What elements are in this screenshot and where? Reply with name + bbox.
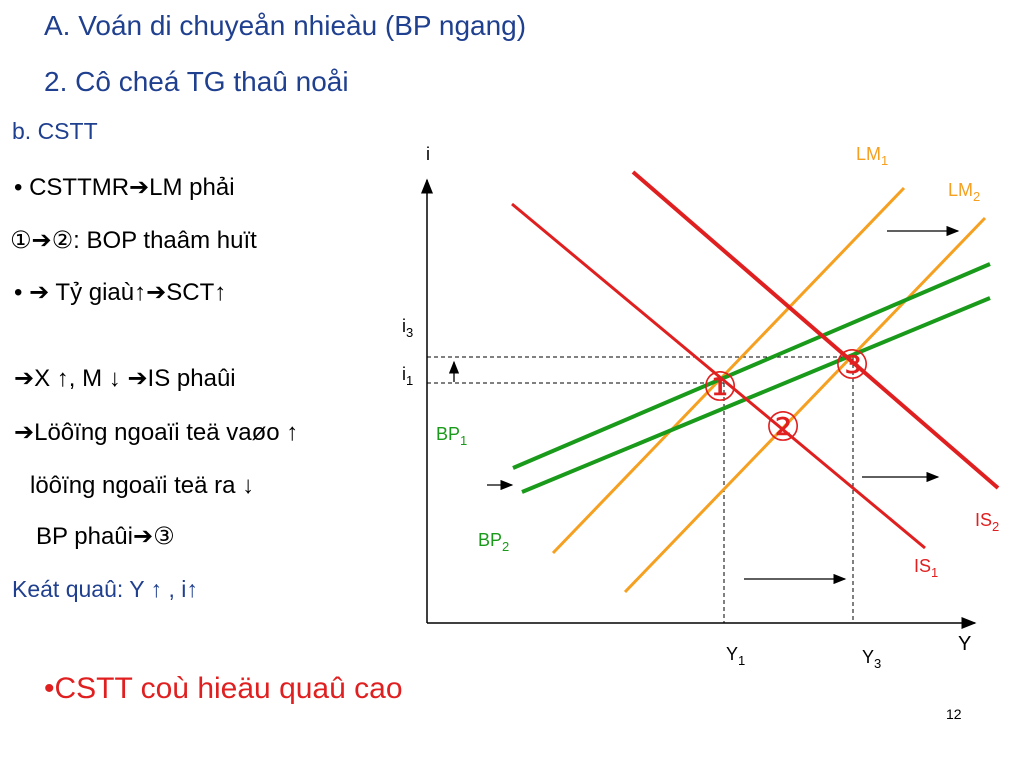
bp2-label: BP2: [478, 530, 509, 554]
is2-curve: [631, 170, 1000, 490]
text-outflow: löôïng ngoaïi teä ra ↓: [30, 472, 255, 499]
section-label: b. CSTT: [12, 118, 98, 144]
y1-label: Y1: [726, 644, 745, 668]
lm1-label: LM1: [856, 144, 888, 168]
is1-label: IS1: [914, 556, 938, 580]
equilibrium-point-2: ②: [765, 406, 801, 450]
lm1-curve: [551, 186, 906, 555]
y3-label: Y3: [862, 647, 881, 671]
is2-label: IS2: [975, 510, 999, 534]
is1-curve: [511, 202, 926, 550]
bp1-curve: [512, 262, 991, 470]
i3-label: i3: [402, 316, 413, 340]
y-axis-label: i: [426, 144, 430, 164]
text-inflow: ➔Löôïng ngoaïi teä vaøo ↑: [14, 419, 299, 446]
bp1-label: BP1: [436, 424, 467, 448]
page-number: 12: [946, 706, 962, 722]
text-bp-shift: BP phaûi➔③: [36, 523, 175, 550]
lm2-curve: [623, 216, 987, 594]
equilibrium-point-1: ①: [702, 366, 738, 410]
i1-label: i1: [402, 364, 413, 388]
lm2-label: LM2: [948, 180, 980, 204]
bullet-bop-deficit: ①➔②: BOP thaâm huït: [10, 227, 257, 254]
bullet-exchange-rate: • ➔ Tỷ giaù↑➔SCT↑: [14, 279, 227, 306]
bp2-curve: [521, 296, 991, 494]
x-axis-label: Y: [958, 633, 971, 655]
slide-title: A. Voán di chuyeån nhieàu (BP ngang): [44, 10, 527, 41]
equilibrium-point-3: ③: [834, 344, 870, 388]
conclusion-text: •CSTT coù hieäu quaû cao: [44, 672, 403, 705]
text-export-import: ➔X ↑, M ↓ ➔IS phaûi: [14, 365, 236, 392]
bullet-csttmr: • CSTTMR➔LM phải: [14, 174, 235, 201]
slide-subtitle: 2. Cô cheá TG thaû noåi: [44, 66, 349, 97]
result-text: Keát quaû: Y ↑ , i↑: [12, 576, 198, 602]
